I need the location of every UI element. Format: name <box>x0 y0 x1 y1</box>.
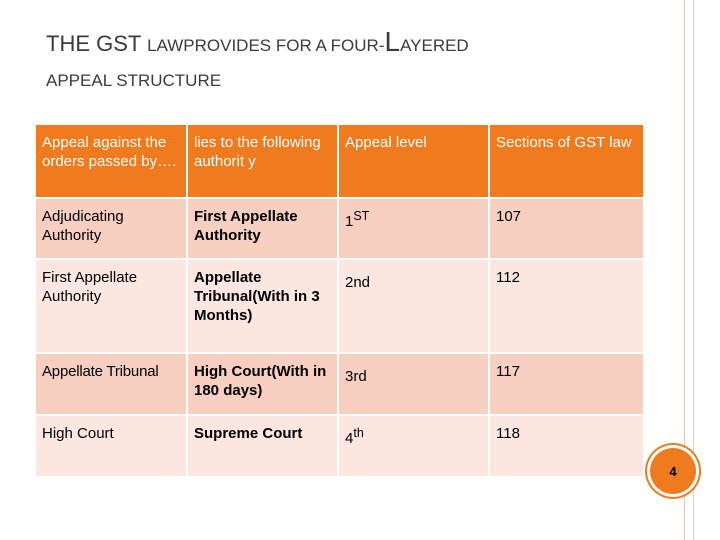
title-line-2: appeal structure <box>46 71 222 90</box>
appeal-structure-table: Appeal against the orders passed by…. li… <box>36 125 645 478</box>
cell-lies-to: First Appellate Authority <box>187 198 339 260</box>
cell-section: 117 <box>489 353 645 416</box>
slide-frame-border <box>684 0 694 540</box>
header-cell-lies-to: lies to the following authorit y <box>187 125 339 199</box>
cell-section: 107 <box>489 198 645 260</box>
cell-appeal-level: 4th <box>338 415 490 478</box>
header-cell-appeal-level: Appeal level <box>338 125 490 199</box>
table-header-row: Appeal against the orders passed by…. li… <box>36 125 645 199</box>
cell-section: 112 <box>489 259 645 354</box>
table-row: Appellate Tribunal High Court(With in 18… <box>36 353 645 416</box>
cell-appeal-level: 3rd <box>338 353 490 416</box>
slide-number-badge: 4 <box>650 448 696 494</box>
cell-lies-to: High Court(With in 180 days) <box>187 353 339 416</box>
cell-lies-to: Appellate Tribunal(With in 3 Months) <box>187 259 339 354</box>
cell-appeal-level: 1ST <box>338 198 490 260</box>
title-line-1: The GST lawprovides for a four-Layered <box>46 26 469 57</box>
table-row: Adjudicating Authority First Appellate A… <box>36 198 645 260</box>
table-row: High Court Supreme Court 4th 118 <box>36 415 645 478</box>
cell-authority: High Court <box>36 415 188 478</box>
header-cell-appeal-against: Appeal against the orders passed by…. <box>36 125 188 199</box>
cell-authority: Appellate Tribunal <box>36 353 188 416</box>
header-cell-sections: Sections of GST law <box>489 125 645 199</box>
cell-lies-to: Supreme Court <box>187 415 339 478</box>
table-row: First Appellate Authority Appellate Trib… <box>36 259 645 354</box>
cell-authority: First Appellate Authority <box>36 259 188 354</box>
cell-authority: Adjudicating Authority <box>36 198 188 260</box>
cell-appeal-level: 2nd <box>338 259 490 354</box>
slide-title: The GST lawprovides for a four-Layered a… <box>46 26 666 90</box>
cell-section: 118 <box>489 415 645 478</box>
